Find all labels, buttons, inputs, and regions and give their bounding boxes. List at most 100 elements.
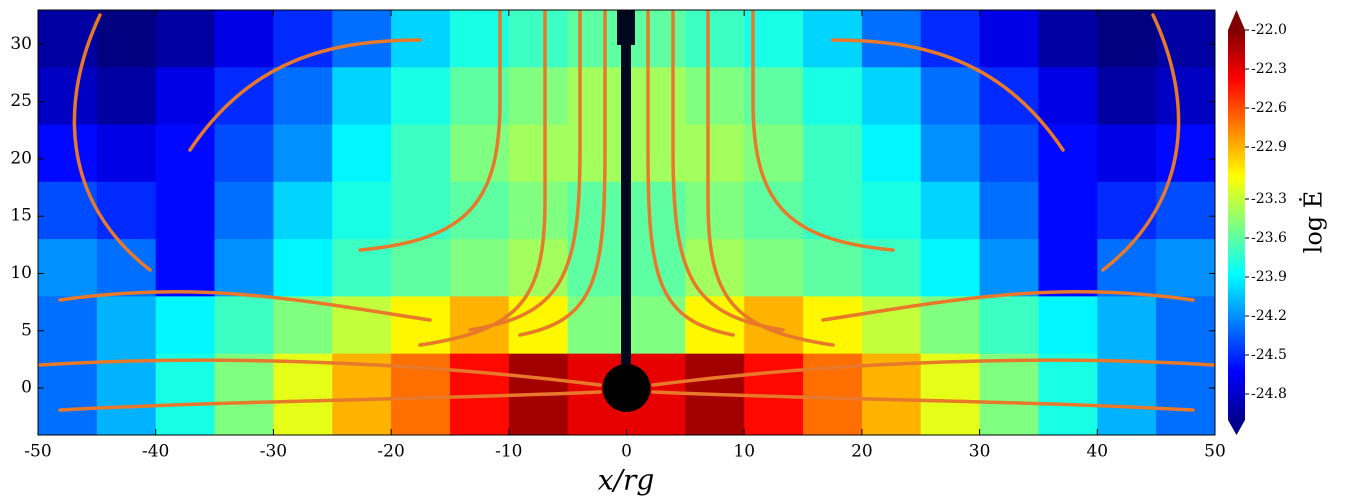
- jet: [621, 45, 631, 375]
- x-tick-label: -30: [260, 442, 287, 462]
- y-tick-label: 15: [10, 206, 32, 226]
- streamline: [706, 10, 835, 347]
- contour-cell: [1156, 296, 1215, 355]
- y-tick-label: 10: [10, 263, 32, 283]
- contour-cell: [861, 67, 922, 126]
- contour-cell: [1097, 67, 1157, 126]
- contour-cell: [155, 296, 216, 355]
- contour-cell: [96, 181, 157, 240]
- contour-cell: [979, 181, 1039, 240]
- x-tick-label: -50: [24, 442, 51, 462]
- contour-cell: [861, 10, 922, 68]
- contour-cell: [744, 296, 804, 355]
- x-tick-label: 50: [1204, 442, 1226, 462]
- y-tick-label: 20: [10, 148, 32, 168]
- contour-cell: [803, 124, 863, 183]
- jet: [617, 10, 635, 45]
- contour-cell: [744, 239, 804, 297]
- contour-cell: [38, 239, 98, 297]
- contour-cell: [508, 181, 569, 240]
- contour-cell: [391, 239, 451, 297]
- colorbar-tick-label: -22.3: [1251, 61, 1287, 77]
- contour-cell: [1156, 124, 1215, 183]
- y-tick-label: 25: [10, 91, 32, 111]
- contour-cell: [96, 67, 157, 126]
- contour-cell: [1156, 67, 1215, 126]
- contour-cell: [214, 239, 274, 297]
- contour-cell: [155, 181, 216, 240]
- y-tick-label: 0: [21, 378, 32, 398]
- contour-cell: [979, 124, 1039, 183]
- contour-cell: [508, 67, 569, 126]
- contour-cell: [1038, 10, 1098, 68]
- contour-cell: [1156, 353, 1215, 435]
- contour-cell: [979, 239, 1039, 297]
- contour-cell: [1097, 10, 1157, 68]
- contour-cell: [685, 67, 745, 126]
- contour-cell: [1038, 296, 1098, 355]
- contour-cell: [332, 181, 392, 240]
- contour-cell: [273, 353, 333, 435]
- colorbar-tick-label: -22.6: [1251, 100, 1287, 116]
- contour-cell: [626, 67, 686, 126]
- streamline: [651, 390, 1195, 412]
- contour-cell: [1156, 10, 1215, 68]
- contour-cell: [155, 10, 216, 68]
- contour-cell: [38, 296, 98, 355]
- colorbar-extend: [1228, 10, 1245, 30]
- streamlines: [38, 10, 1215, 412]
- contour-cell: [861, 353, 922, 435]
- colorbar-tick-label: -24.5: [1251, 347, 1287, 363]
- contour-cell: [626, 124, 686, 183]
- contour-cell: [803, 67, 863, 126]
- contour-cell: [38, 67, 98, 126]
- contour-cell: [567, 67, 627, 126]
- contour-cell: [508, 10, 569, 68]
- contour-cell: [626, 296, 686, 355]
- colorbar-tick-label: -22.0: [1251, 22, 1287, 38]
- contour-cell: [332, 124, 392, 183]
- streamline: [58, 289, 432, 322]
- contour-cell: [744, 181, 804, 240]
- streamline: [358, 10, 502, 252]
- contour-cell: [332, 353, 392, 435]
- x-axis-label: x/rg: [598, 464, 655, 497]
- contour-cell: [449, 124, 510, 183]
- contour-cell: [449, 181, 510, 240]
- contour-cell: [803, 239, 863, 297]
- streamline: [518, 10, 607, 337]
- contour-cell: [391, 124, 451, 183]
- contour-cell: [96, 353, 157, 435]
- colorbar-tick-label: -23.6: [1251, 230, 1287, 246]
- streamline: [188, 38, 422, 152]
- contour-cell: [38, 10, 98, 68]
- contour-cell: [214, 296, 274, 355]
- colorbar-extend: [1228, 420, 1245, 435]
- x-tick-label: -10: [495, 442, 522, 462]
- colorbar: [1228, 30, 1245, 420]
- contour-cell: [979, 353, 1039, 435]
- contour-cell: [214, 10, 274, 68]
- contour-cell: [567, 296, 627, 355]
- contour-cell: [1097, 181, 1157, 240]
- colorbar-tick-label: -24.2: [1251, 308, 1287, 324]
- contour-cell: [273, 67, 333, 126]
- streamline: [58, 390, 602, 412]
- x-tick-label: 30: [969, 442, 991, 462]
- contour-cell: [38, 124, 98, 183]
- contour-cell: [920, 296, 981, 355]
- contour-cell: [508, 124, 569, 183]
- contour-cell: [332, 67, 392, 126]
- contour-cell: [155, 353, 216, 435]
- contour-cell: [1097, 296, 1157, 355]
- contour-cell: [155, 124, 216, 183]
- streamline: [751, 10, 895, 252]
- contour-cell: [861, 124, 922, 183]
- contour-cell: [626, 10, 686, 68]
- colorbar-tick-label: -23.3: [1251, 191, 1287, 207]
- contour-cell: [979, 296, 1039, 355]
- contour-cell: [214, 181, 274, 240]
- colorbar-label: log Ė: [1299, 191, 1328, 254]
- contour-cell: [96, 124, 157, 183]
